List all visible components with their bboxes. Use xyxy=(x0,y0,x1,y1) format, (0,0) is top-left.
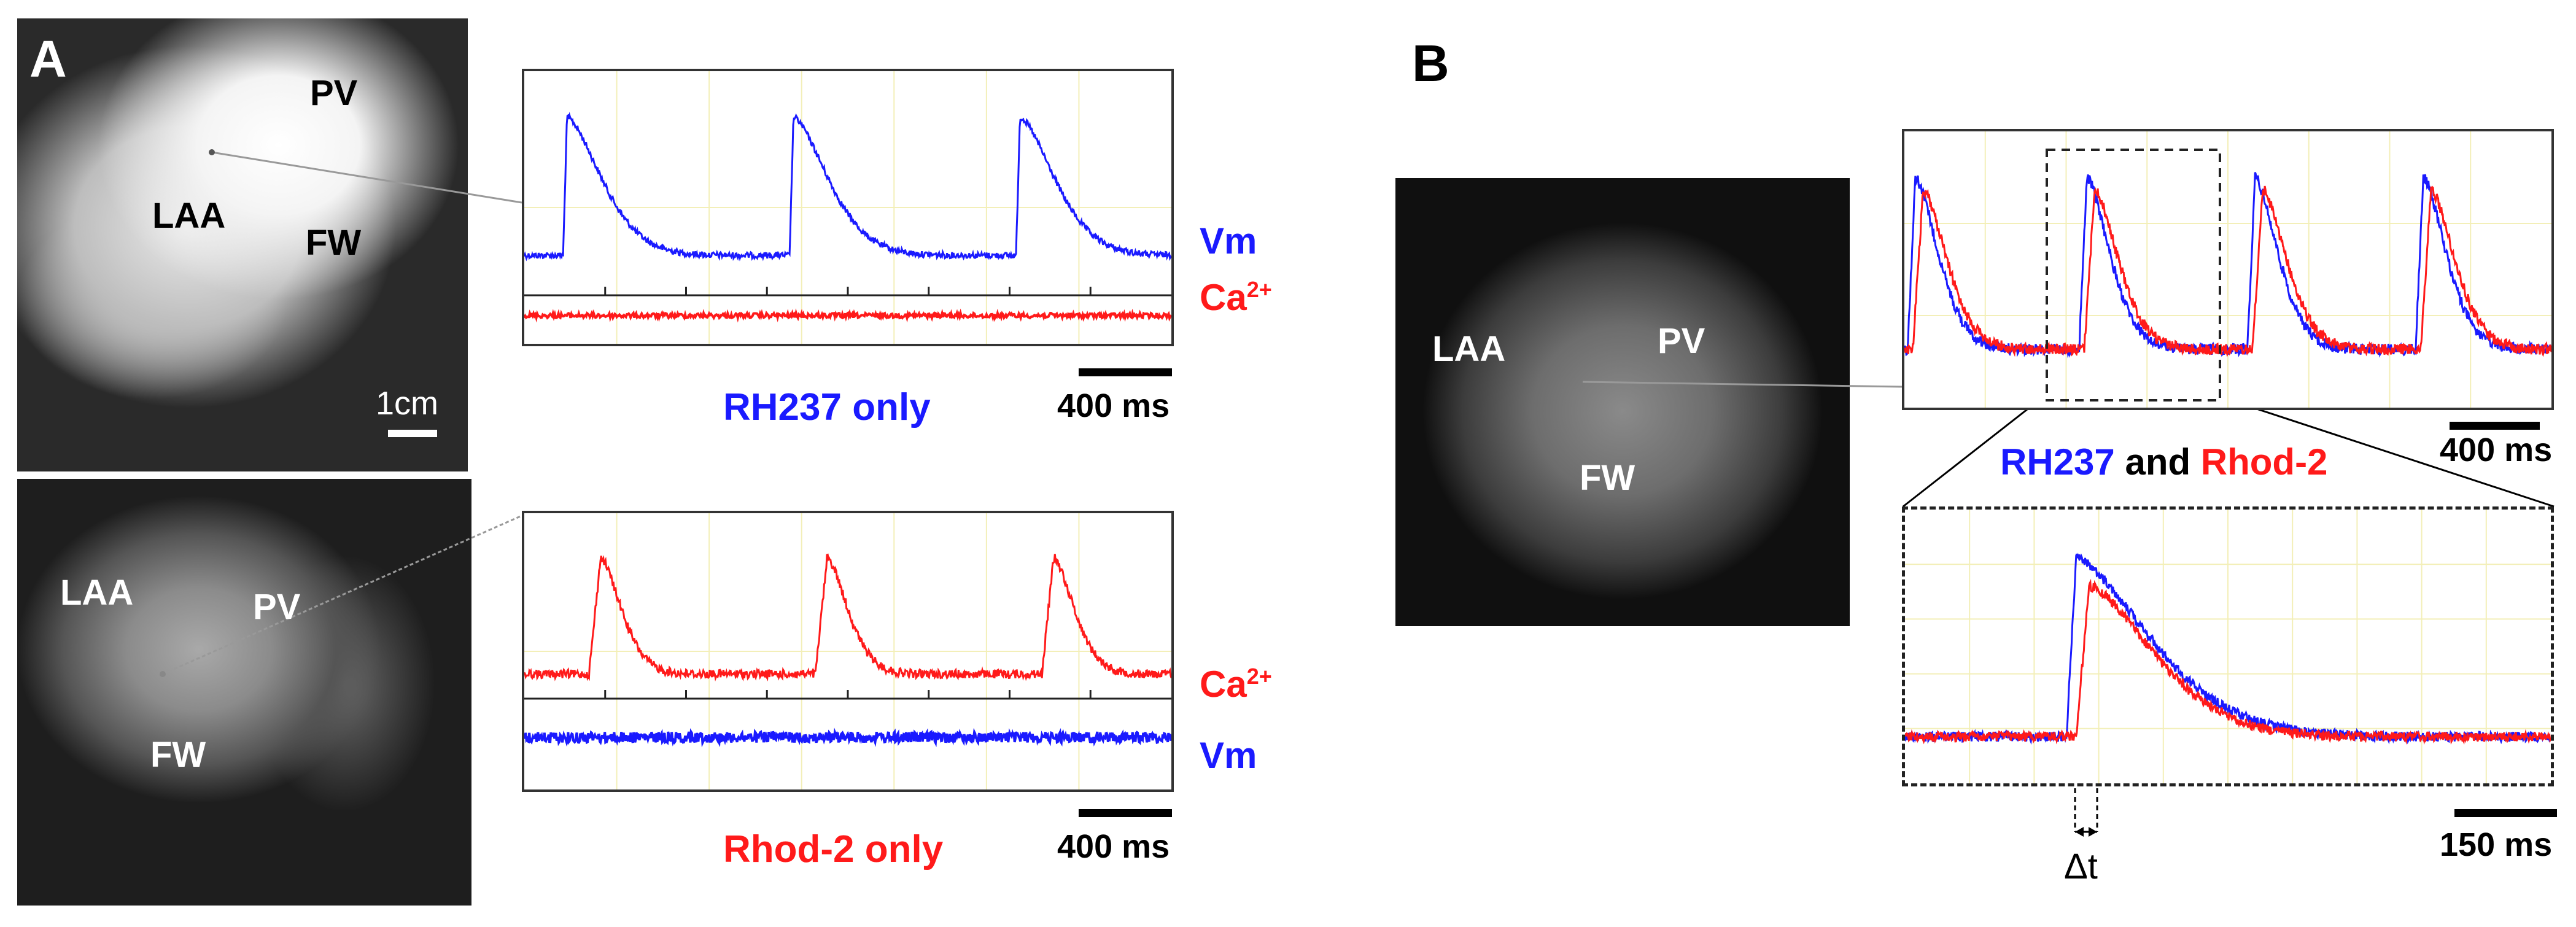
photo-label-pv: PV xyxy=(253,587,301,627)
recording-site-a-bottom xyxy=(160,671,166,677)
zoom-line-left xyxy=(1903,395,2045,508)
pointer-line-b xyxy=(1582,381,1903,388)
heart-photo-dual xyxy=(1395,178,1850,626)
scale-label-b-top: 400 ms xyxy=(2440,432,2553,468)
photo-label-fw: FW xyxy=(1580,458,1635,498)
zoom-window xyxy=(2046,149,2221,401)
vm-trace xyxy=(524,727,1171,748)
trace-label-ca: Ca2+ xyxy=(1200,663,1272,705)
chart-caption-rh237-only: RH237 only xyxy=(723,386,931,429)
photo-label-laa: LAA xyxy=(152,196,226,236)
chart-rhod2-only xyxy=(522,511,1174,792)
panel-letter-a: A xyxy=(29,30,67,88)
scale-bar-a-top xyxy=(1079,368,1172,376)
trace-label-vm: Vm xyxy=(1200,220,1257,262)
pointer-line-a-bottom xyxy=(162,514,522,675)
trace-label-ca: Ca2+ xyxy=(1200,276,1272,319)
trace-label-vm: Vm xyxy=(1200,735,1257,776)
heart-photo-rh237 xyxy=(17,18,468,471)
vm-trace xyxy=(524,112,1171,262)
photo-label-fw: FW xyxy=(306,223,362,263)
photo-label-pv: PV xyxy=(310,73,358,113)
ca-trace xyxy=(1905,578,2551,745)
ca-trace xyxy=(524,308,1171,323)
delta-t-label: Δt xyxy=(2064,847,2098,886)
recording-site-a-top xyxy=(209,149,215,155)
chart-caption-rhod2-only: Rhod-2 only xyxy=(723,828,944,871)
pointer-line-a-top xyxy=(211,151,522,204)
scale-bar-a-bottom xyxy=(1079,809,1172,817)
chart-dual-dye xyxy=(1902,129,2554,410)
panel-letter-b: B xyxy=(1412,34,1449,92)
scale-label-a-bottom: 400 ms xyxy=(1057,828,1170,865)
photo-label-laa: LAA xyxy=(60,573,134,613)
photo-label-fw: FW xyxy=(150,735,206,775)
heart-photo-rhod2 xyxy=(17,479,471,906)
ca-trace xyxy=(524,553,1171,681)
photo-scale-bar xyxy=(388,430,437,437)
photo-label-pv: PV xyxy=(1658,321,1705,361)
photo-scale-label: 1cm xyxy=(376,385,439,422)
scale-label-b-zoom: 150 ms xyxy=(2440,826,2553,863)
ca-trace xyxy=(1904,185,2551,357)
zoom-line-right xyxy=(2217,395,2555,508)
scale-bar-b-zoom xyxy=(2454,809,2557,817)
trace-label-ca-text: Ca xyxy=(1200,664,1247,705)
caption-and: and xyxy=(2125,441,2191,483)
chart-rh237-only xyxy=(522,69,1174,346)
photo-label-laa: LAA xyxy=(1432,329,1506,369)
caption-rh237: RH237 xyxy=(2000,441,2115,483)
scale-bar-b-top xyxy=(2450,422,2540,430)
trace-label-ca-sup: 2+ xyxy=(1246,664,1272,689)
trace-label-ca-sup: 2+ xyxy=(1246,277,1272,302)
caption-rhod2: Rhod-2 xyxy=(2200,441,2328,483)
trace-label-ca-text: Ca xyxy=(1200,277,1247,318)
delta-t-marker xyxy=(2074,780,2098,833)
chart-zoom xyxy=(1902,506,2554,786)
chart-caption-dual: RH237 and Rhod-2 xyxy=(2000,441,2327,483)
scale-label-a-top: 400 ms xyxy=(1057,387,1170,424)
